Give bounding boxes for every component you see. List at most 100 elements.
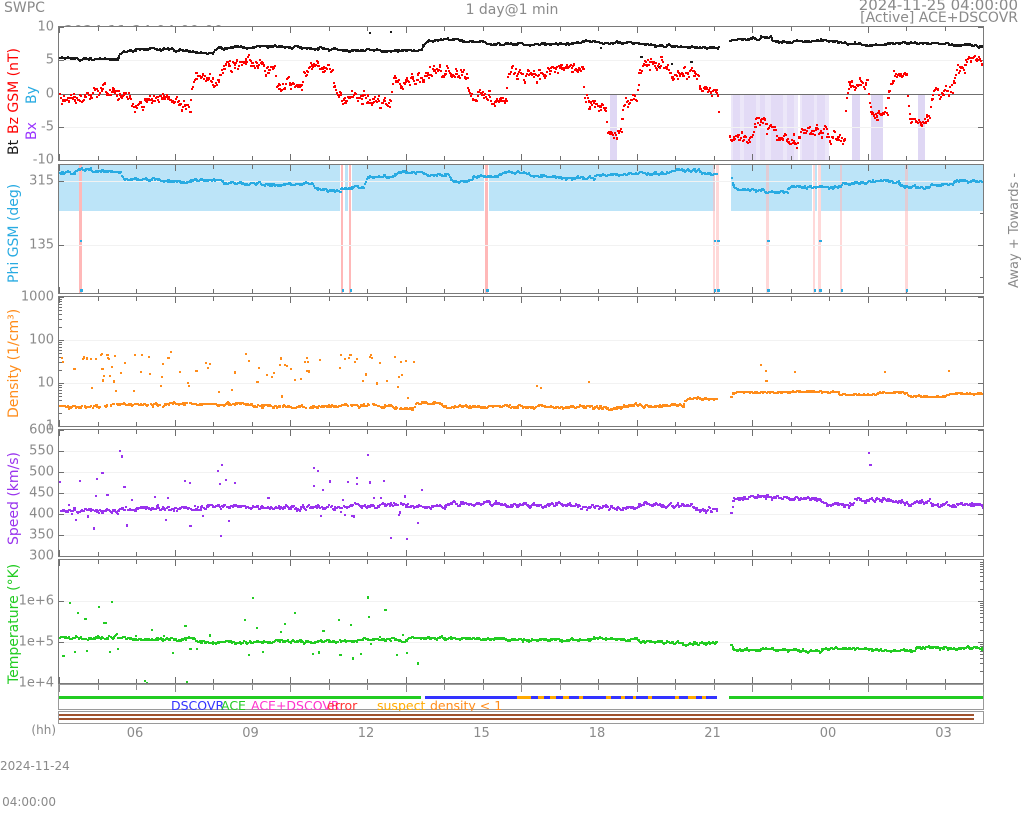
data-point <box>444 72 447 75</box>
data-point <box>708 87 711 90</box>
data-point <box>825 128 828 131</box>
data-point <box>906 73 909 76</box>
axis-tick <box>482 422 484 426</box>
data-point <box>337 96 340 99</box>
data-point <box>982 393 983 396</box>
data-point <box>827 133 830 136</box>
axis-tick <box>790 552 792 556</box>
data-point <box>151 101 154 105</box>
axis-tick <box>59 370 62 372</box>
data-point <box>379 361 382 364</box>
data-point <box>840 289 843 292</box>
axis-tick <box>598 430 599 434</box>
data-point <box>70 512 74 516</box>
data-point <box>221 71 224 75</box>
data-point <box>290 87 293 91</box>
axis-tick <box>482 289 484 293</box>
data-point <box>264 69 267 73</box>
data-point <box>593 177 596 180</box>
y-axis-tick-label: 1000 <box>20 289 54 305</box>
data-point <box>116 58 119 61</box>
data-point <box>331 68 334 71</box>
axis-tick <box>829 165 830 169</box>
axis-tick <box>944 297 946 301</box>
data-point <box>420 48 423 51</box>
data-point <box>653 43 656 46</box>
data-point <box>116 513 119 516</box>
axis-tick <box>136 422 137 426</box>
data-point <box>623 103 627 106</box>
data-point <box>535 81 539 84</box>
data-point <box>511 42 514 46</box>
axis-tick <box>136 297 137 301</box>
data-point <box>131 499 134 502</box>
gridline <box>59 535 983 536</box>
data-point <box>253 47 256 50</box>
data-point <box>763 118 766 121</box>
axis-tick <box>174 297 176 303</box>
axis-tick <box>213 165 214 169</box>
data-point <box>821 136 824 139</box>
axis-tick <box>978 493 983 494</box>
panel-magnetic-field[interactable] <box>58 26 984 161</box>
data-point <box>893 69 896 72</box>
data-point <box>774 128 777 131</box>
data-point <box>284 88 287 91</box>
axis-tick <box>906 552 907 556</box>
panel-density[interactable] <box>58 296 984 427</box>
axis-tick <box>978 93 983 95</box>
data-point <box>136 106 139 109</box>
axis-tick <box>521 154 522 160</box>
data-point <box>273 371 276 374</box>
header: SWPC 2024-11-24 04:00:00 Mag + Solar Win… <box>0 0 1024 77</box>
axis-tick <box>829 422 830 426</box>
axis-tick <box>636 430 638 436</box>
data-point <box>192 86 195 89</box>
data-point <box>91 97 94 100</box>
axis-tick <box>559 27 561 31</box>
data-point <box>96 96 99 99</box>
axis-tick <box>752 420 753 426</box>
data-point <box>414 82 417 85</box>
data-point <box>583 86 586 89</box>
data-point <box>850 80 854 83</box>
gridline <box>59 126 983 128</box>
data-point <box>346 99 349 102</box>
axis-tick <box>251 297 253 301</box>
data-point <box>92 92 95 95</box>
axis-tick <box>251 289 253 293</box>
data-point <box>601 41 604 44</box>
end-time: 2024-11-25 04:00:00 <box>858 0 1018 14</box>
axis-tick <box>559 156 561 160</box>
axis-tick <box>978 451 983 452</box>
data-point <box>316 61 319 64</box>
data-point <box>647 64 650 67</box>
axis-tick <box>829 289 830 293</box>
data-point <box>532 69 535 73</box>
axis-tick <box>59 426 64 427</box>
panel-phi-gsm[interactable] <box>58 164 984 294</box>
data-point <box>887 96 890 100</box>
data-point <box>740 131 743 134</box>
phi-sector-label: Away + Towards - <box>1007 172 1022 288</box>
data-point <box>87 58 90 61</box>
axis-tick <box>174 154 176 160</box>
axis-tick <box>405 550 407 556</box>
data-point <box>667 63 670 66</box>
axis-tick <box>559 289 561 293</box>
towards-sector-spike <box>79 165 82 293</box>
data-point <box>278 405 281 408</box>
panel-speed[interactable] <box>58 429 984 557</box>
data-point <box>622 108 625 112</box>
data-point <box>413 405 417 408</box>
data-point <box>283 47 286 50</box>
data-point <box>684 66 687 69</box>
axis-tick <box>444 297 445 301</box>
data-point <box>147 355 151 358</box>
data-point <box>605 106 608 110</box>
axis-tick <box>521 297 522 303</box>
data-point <box>91 387 94 390</box>
data-point <box>713 289 716 292</box>
data-point <box>932 93 935 96</box>
data-point <box>446 66 450 69</box>
